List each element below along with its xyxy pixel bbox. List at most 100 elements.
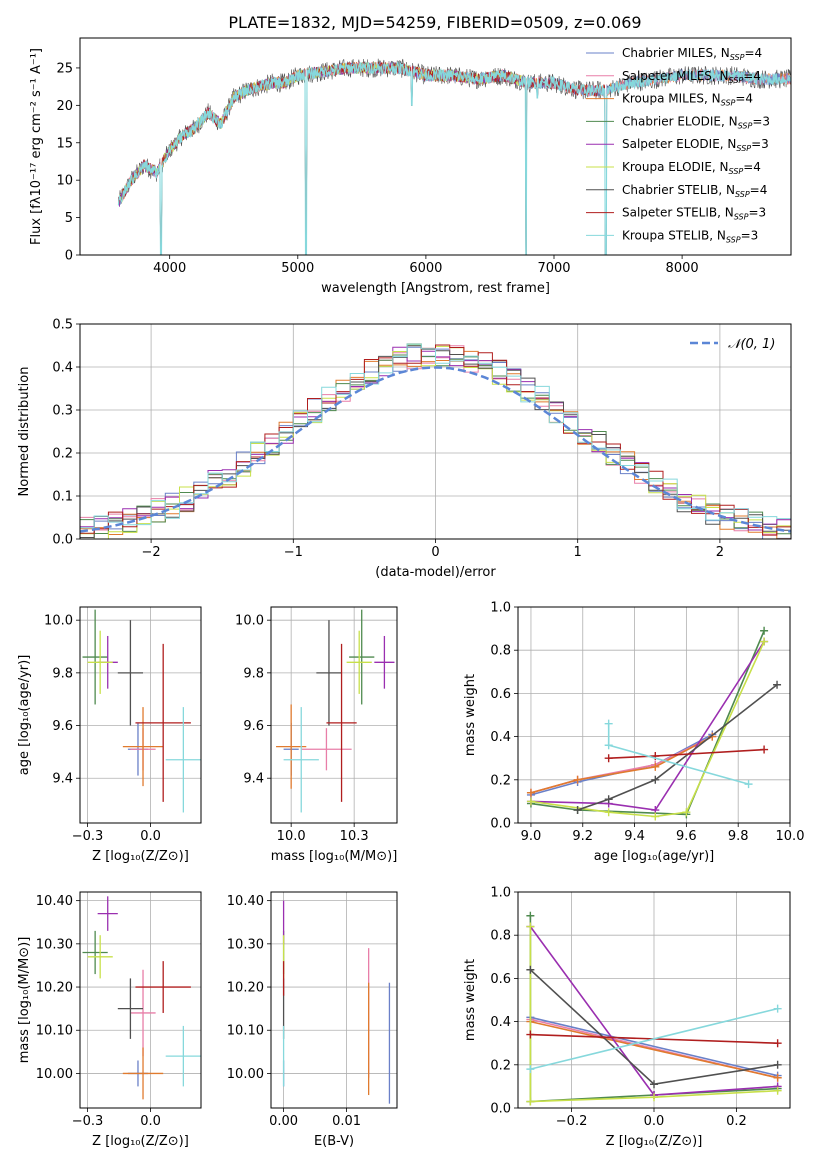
normal-curve — [80, 366, 791, 533]
spectrum-salpeter-elodie — [118, 62, 529, 255]
figure-title: PLATE=1832, MJD=54259, FIBERID=0509, z=0… — [228, 13, 641, 32]
legend-label: Kroupa STELIB, N — [622, 228, 726, 242]
x-tick-label: −0.3 — [72, 829, 104, 844]
legend-entry: Kroupa MILES, NSSP=4 — [622, 92, 753, 108]
y-tick-label: 10.10 — [36, 1024, 73, 1039]
x-tick-label: 0.2 — [726, 1114, 747, 1129]
x-axis-label: (data-model)/error — [375, 565, 496, 580]
error-bars — [82, 609, 201, 813]
axes-frame — [517, 891, 791, 1109]
legend-label: Kroupa ELODIE, N — [622, 160, 729, 174]
legend-tail: =4 — [743, 69, 761, 83]
x-tick-label: 2 — [716, 545, 724, 560]
weight-vs-age-panel: 9.0 9.2 9.4 9.6 9.8 10.0 0.0 0.2 0.4 0.6 0.8 1.0 age… — [463, 601, 804, 865]
axes-frame — [517, 606, 791, 824]
y-tick-label: 0.1 — [52, 490, 73, 505]
x-tick-label: 0.0 — [140, 1114, 161, 1129]
y-tick-label: 0.2 — [490, 773, 511, 788]
y-tick-label: 9.6 — [243, 719, 264, 734]
data-point — [760, 637, 769, 646]
x-tick-label: 9.8 — [728, 829, 749, 844]
legend-sub: SSP — [726, 235, 741, 244]
y-tick-label: 10.20 — [36, 981, 73, 996]
legend-entry: Chabrier STELIB, NSSP=4 — [622, 183, 767, 199]
x-tick-label: 1 — [574, 545, 582, 560]
data-point — [650, 1080, 658, 1089]
residuals-panel: −2 −1 0 1 2 0.0 0.1 0.2 0.3 0.4 0.5 (data-model)/er… — [17, 318, 792, 580]
y-tick-label: 9.8 — [243, 666, 264, 681]
spectrum-lines — [117, 58, 791, 255]
y-tick-label: 5 — [65, 211, 73, 226]
y-tick-label: 0.5 — [52, 318, 73, 333]
x-tick-label: 9.4 — [624, 829, 645, 844]
y-axis-label: mass weight — [463, 959, 478, 1041]
y-tick-label: 20 — [56, 99, 73, 114]
y-tick-label: 0.0 — [52, 533, 73, 548]
legend-tail: =3 — [752, 114, 770, 128]
charts-container: 4000 5000 6000 7000 80000510152025wavelength… — [17, 37, 804, 1149]
y-tick-label: 10.00 — [36, 1067, 73, 1082]
series-kroupa-stelib — [530, 1007, 778, 1070]
legend-sub: SSP — [738, 121, 753, 130]
y-tick-label: 10 — [56, 174, 73, 189]
data-point — [526, 1097, 535, 1106]
legend-sub: SSP — [734, 213, 749, 222]
y-tick-label: 0.8 — [490, 929, 511, 944]
x-tick-label: −2 — [142, 545, 161, 560]
x-tick-label: 5000 — [281, 261, 314, 276]
legend-tail: =4 — [743, 160, 761, 174]
series-kroupa-miles — [530, 735, 713, 794]
x-tick-label: 9.2 — [572, 829, 593, 844]
x-axis-label: Z [log₁₀(Z/Z⊙)] — [92, 1134, 189, 1149]
y-tick-label: 0 — [65, 249, 73, 264]
data-point — [526, 788, 535, 797]
x-tick-label: 8000 — [666, 261, 699, 276]
mass-vs-ebv-panel: 0.00 0.01 10.00 10.10 10.20 10.30 10.40 E(B-V) — [227, 891, 398, 1149]
data-point — [526, 797, 535, 806]
x-tick-label: −1 — [284, 545, 303, 560]
data-point — [760, 745, 769, 754]
y-axis-label: mass weight — [463, 674, 478, 756]
y-tick-label: 1.0 — [490, 601, 511, 616]
legend-tail: =4 — [750, 183, 768, 197]
x-tick-label: 0.00 — [269, 1114, 298, 1129]
x-tick-label: 10.0 — [277, 829, 306, 844]
legend-sub: SSP — [721, 99, 736, 108]
y-tick-label: 9.4 — [243, 772, 264, 787]
y-tick-label: 0.3 — [52, 404, 73, 419]
legend-tail: =3 — [741, 228, 759, 242]
legend-sub: SSP — [736, 144, 751, 153]
axes-frame — [79, 323, 792, 540]
legend-entry: Kroupa STELIB, NSSP=3 — [622, 228, 758, 244]
legend-tail: =3 — [751, 137, 769, 151]
y-tick-label: 0.4 — [52, 361, 73, 376]
x-tick-label: 9.0 — [521, 829, 542, 844]
spectrum-salpeter-stelib — [118, 61, 606, 255]
data-point — [760, 626, 769, 635]
series-kroupa-elodie — [530, 641, 765, 818]
y-tick-label: 0.0 — [490, 1102, 511, 1117]
data-point — [604, 808, 613, 817]
data-point — [651, 762, 660, 771]
x-tick-label: 10.3 — [340, 829, 369, 844]
legend-label: Chabrier MILES, N — [622, 46, 730, 60]
spectrum-chabrier-stelib — [118, 58, 791, 255]
y-tick-label: 0.2 — [52, 447, 73, 462]
data-point — [526, 1065, 535, 1074]
spectrum-chabrier-elodie — [118, 62, 529, 255]
axes-frame — [270, 606, 398, 824]
legend-entry: Salpeter ELODIE, NSSP=3 — [622, 137, 769, 153]
spectrum-kroupa-elodie — [118, 61, 529, 255]
axes-frame — [79, 606, 202, 824]
error-bars — [282, 900, 391, 1104]
y-tick-label: 9.6 — [52, 719, 73, 734]
data-point — [773, 1039, 782, 1048]
series-lines — [526, 626, 782, 821]
legend-sub: SSP — [730, 53, 745, 62]
y-tick-label: 0.4 — [490, 1015, 511, 1030]
axes-frame — [79, 37, 792, 256]
x-tick-label: 4000 — [153, 261, 186, 276]
x-tick-label: 0.0 — [644, 1114, 665, 1129]
y-tick-label: 0.6 — [490, 687, 511, 702]
y-axis-label: mass [log₁₀(M/M⊙)] — [17, 937, 32, 1064]
